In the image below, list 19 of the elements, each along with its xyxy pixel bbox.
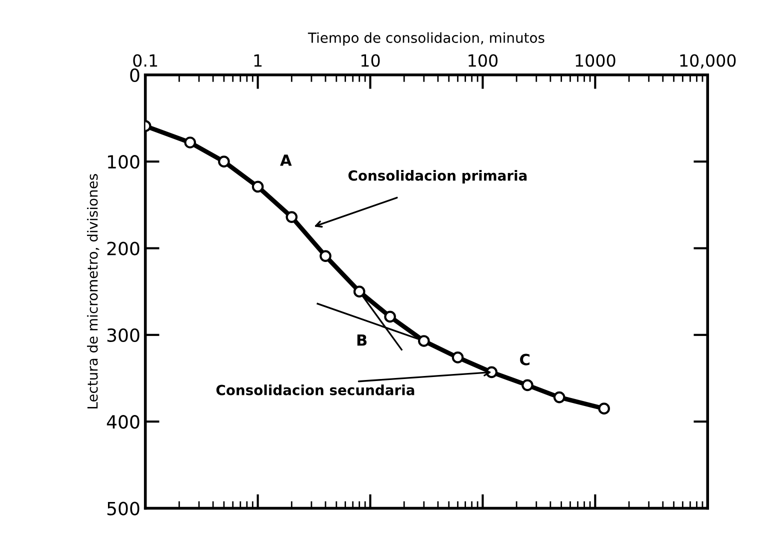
y-tick-label: 500 (107, 502, 140, 516)
annotation: B (357, 334, 367, 346)
x-tick-label: 1000 (576, 54, 616, 67)
annotation: C (520, 354, 530, 366)
y-tick-label: 300 (107, 328, 140, 342)
annotation: Consolidacion secundaria (216, 384, 414, 396)
x-tick-label: 0.1 (133, 54, 158, 67)
x-axis-title: Tiempo de consolidacion, minutos (308, 32, 544, 46)
y-tick-label: 400 (106, 415, 140, 429)
y-axis-title: Lectura de micrometro, divisiones (87, 174, 100, 408)
annotation: A (280, 154, 292, 166)
x-tick-label: 1 (254, 54, 262, 67)
x-tick-label: 100 (468, 54, 498, 67)
annotation: Consolidacion primaria (348, 170, 527, 184)
y-tick-label: 100 (108, 155, 140, 169)
x-tick-label: 10,000 (680, 54, 736, 69)
y-tick-label: 200 (107, 242, 140, 256)
y-tick-label: 0 (130, 68, 140, 82)
x-tick-label: 10 (361, 54, 380, 67)
